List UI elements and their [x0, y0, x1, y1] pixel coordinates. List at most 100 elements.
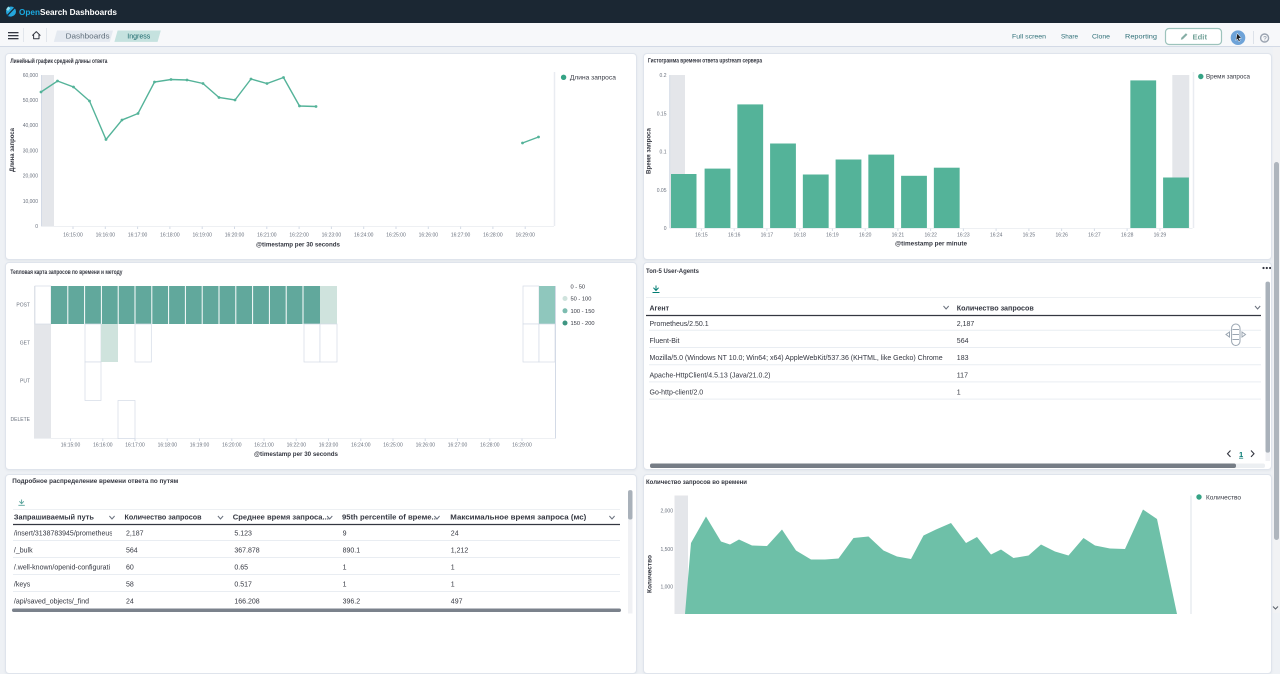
svg-text:166.208: 166.208	[234, 599, 259, 606]
svg-text:16:15:00: 16:15:00	[61, 443, 81, 449]
svg-text:0: 0	[664, 226, 667, 232]
svg-text:60,000: 60,000	[23, 73, 39, 79]
svg-text:Go-http-client/2.0: Go-http-client/2.0	[650, 390, 704, 397]
svg-text:0.1: 0.1	[660, 150, 667, 156]
svg-text:564: 564	[957, 338, 969, 345]
svg-text:16:26: 16:26	[1055, 233, 1068, 239]
svg-text:0.2: 0.2	[660, 73, 667, 79]
svg-text:16:28:00: 16:28:00	[483, 233, 503, 239]
svg-text:16:16: 16:16	[728, 233, 741, 239]
svg-text:24: 24	[451, 531, 459, 538]
svg-text:16:26:00: 16:26:00	[416, 443, 436, 449]
svg-text:9: 9	[343, 531, 347, 538]
svg-text:Edit: Edit	[1193, 32, 1208, 41]
svg-text:1,212: 1,212	[451, 548, 469, 555]
svg-text:16:22: 16:22	[924, 233, 937, 239]
svg-text:16:25:00: 16:25:00	[383, 443, 403, 449]
svg-text:16:18:00: 16:18:00	[158, 443, 178, 449]
svg-text:16:25:00: 16:25:00	[386, 233, 406, 239]
svg-text:5.123: 5.123	[234, 531, 252, 538]
svg-text:20,000: 20,000	[23, 174, 39, 180]
svg-text:@timestamp per minute: @timestamp per minute	[895, 242, 968, 248]
svg-text:16:20:00: 16:20:00	[222, 443, 242, 449]
svg-text:Количество: Количество	[1206, 494, 1242, 501]
svg-text:16:29:00: 16:29:00	[512, 443, 532, 449]
svg-text:Агент: Агент	[650, 306, 670, 313]
svg-text:2,000: 2,000	[660, 509, 673, 515]
svg-text:Clone: Clone	[1092, 33, 1110, 40]
svg-text:0 - 50: 0 - 50	[571, 285, 586, 291]
svg-text:/api/saved_objects/_find: /api/saved_objects/_find	[14, 599, 89, 606]
svg-text:GET: GET	[20, 341, 30, 347]
svg-text:/.well-known/openid-configurat: /.well-known/openid-configurati	[14, 565, 111, 572]
svg-text:50,000: 50,000	[23, 98, 39, 104]
svg-text:16:19: 16:19	[826, 233, 839, 239]
svg-text:Количество запросов: Количество запросов	[957, 306, 1035, 313]
svg-text:16:20: 16:20	[859, 233, 872, 239]
svg-text:50 - 100: 50 - 100	[571, 297, 592, 303]
svg-text:16:27:00: 16:27:00	[448, 443, 468, 449]
svg-text:/_bulk: /_bulk	[14, 548, 33, 555]
svg-text:Максимальное время запроса (мс: Максимальное время запроса (мс)	[450, 515, 586, 522]
svg-text:@timestamp per 30 seconds: @timestamp per 30 seconds	[256, 243, 341, 249]
svg-text:16:21: 16:21	[892, 233, 905, 239]
svg-text:1,000: 1,000	[660, 585, 673, 591]
svg-text:10,000: 10,000	[23, 199, 39, 205]
svg-text:16:23: 16:23	[957, 233, 970, 239]
svg-text:16:16:00: 16:16:00	[93, 443, 113, 449]
svg-text:2,187: 2,187	[126, 531, 144, 538]
svg-text:/keys: /keys	[14, 582, 31, 589]
svg-text:16:29:00: 16:29:00	[515, 233, 535, 239]
svg-text:PUT: PUT	[20, 379, 30, 385]
svg-text:117: 117	[957, 372, 968, 379]
svg-text:Prometheus/2.50.1: Prometheus/2.50.1	[650, 321, 709, 328]
svg-text:Длина запроса: Длина запроса	[10, 127, 16, 172]
svg-text:24: 24	[126, 599, 134, 606]
svg-text:Dashboards: Dashboards	[66, 34, 111, 41]
svg-text:16:24:00: 16:24:00	[351, 443, 371, 449]
svg-text:0: 0	[35, 224, 38, 230]
svg-text:0.15: 0.15	[657, 111, 667, 117]
svg-text:367.878: 367.878	[234, 548, 259, 555]
svg-text:30,000: 30,000	[23, 148, 39, 154]
svg-text:0.517: 0.517	[234, 582, 252, 589]
svg-text:16:19:00: 16:19:00	[192, 233, 212, 239]
svg-text:Время запроса: Время запроса	[1206, 74, 1250, 81]
svg-text:OpenSearch Dashboards: OpenSearch Dashboards	[19, 7, 117, 17]
svg-text:1: 1	[957, 390, 961, 397]
svg-text:Подробное распределение времен: Подробное распределение времени ответа п…	[12, 478, 178, 485]
svg-text:0.05: 0.05	[657, 188, 667, 194]
svg-text:396.2: 396.2	[343, 599, 361, 606]
svg-text:890.1: 890.1	[343, 548, 361, 555]
svg-text:40,000: 40,000	[23, 123, 39, 129]
svg-text:Apache-HttpClient/4.5.13 (Java: Apache-HttpClient/4.5.13 (Java/21.0.2)	[650, 372, 771, 379]
svg-text:Топ-5 User-Agents: Топ-5 User-Agents	[646, 268, 700, 275]
svg-text:16:26:00: 16:26:00	[419, 233, 439, 239]
svg-text:16:29: 16:29	[1154, 233, 1167, 239]
svg-text:16:24: 16:24	[990, 233, 1003, 239]
svg-text:Запрашиваемый путь: Запрашиваемый путь	[14, 514, 95, 522]
svg-text:16:24:00: 16:24:00	[354, 233, 374, 239]
svg-text:183: 183	[957, 355, 969, 362]
svg-text:2,187: 2,187	[957, 321, 975, 328]
svg-text:16:20:00: 16:20:00	[225, 233, 245, 239]
svg-text:16:22:00: 16:22:00	[287, 443, 307, 449]
svg-text:Количество запросов: Количество запросов	[125, 515, 203, 522]
svg-text:?: ?	[1263, 35, 1267, 42]
svg-text:Fluent-Bit: Fluent-Bit	[650, 338, 680, 345]
svg-text:16:17: 16:17	[761, 233, 774, 239]
svg-text:58: 58	[126, 582, 134, 589]
svg-text:Среднее время запроса...: Среднее время запроса...	[233, 515, 329, 522]
svg-text:Share: Share	[1061, 33, 1078, 40]
svg-text:16:21:00: 16:21:00	[257, 233, 277, 239]
svg-text:1: 1	[451, 565, 455, 572]
svg-text:16:18:00: 16:18:00	[160, 233, 180, 239]
svg-text:95th percentile of време...: 95th percentile of време...	[342, 515, 438, 522]
svg-text:16:19:00: 16:19:00	[190, 443, 210, 449]
svg-text:16:17:00: 16:17:00	[125, 443, 145, 449]
svg-text:Full screen: Full screen	[1012, 33, 1046, 40]
svg-text:16:15:00: 16:15:00	[63, 233, 83, 239]
svg-text:16:27:00: 16:27:00	[451, 233, 471, 239]
svg-text:16:21:00: 16:21:00	[254, 443, 274, 449]
svg-text:Количество запросов во времени: Количество запросов во времени	[646, 479, 747, 486]
